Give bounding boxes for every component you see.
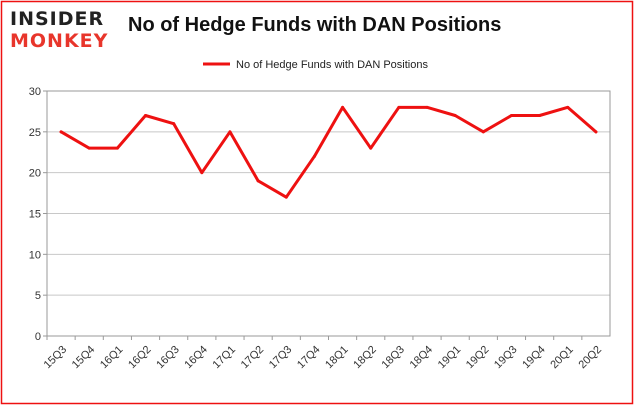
y-tick-label: 0 — [35, 331, 41, 343]
x-tick-label: 17Q1 — [211, 344, 239, 372]
data-point — [312, 154, 316, 158]
x-tick-label: 16Q1 — [98, 344, 126, 372]
x-tick-label: 18Q4 — [408, 344, 436, 372]
data-point — [425, 105, 429, 109]
data-point — [538, 114, 542, 117]
logo-line2: MONKEY — [10, 30, 109, 52]
y-tick-label: 15 — [29, 209, 41, 221]
data-point — [566, 105, 570, 109]
insider-monkey-logo: INSIDER MONKEY — [8, 6, 120, 56]
grid-lines — [47, 90, 610, 296]
y-tick-label: 25 — [29, 127, 41, 139]
data-point — [59, 130, 63, 134]
data-point — [594, 130, 598, 134]
data-point — [144, 114, 148, 117]
x-tick-label: 20Q1 — [548, 344, 576, 372]
x-tick-label: 17Q3 — [267, 344, 295, 372]
data-point — [397, 105, 401, 109]
data-point — [228, 130, 232, 134]
data-point — [341, 105, 345, 109]
y-tick-label: 30 — [29, 86, 41, 98]
x-tick-label: 15Q3 — [42, 344, 70, 372]
data-point — [87, 146, 91, 150]
chart-title: No of Hedge Funds with DAN Positions — [128, 14, 502, 36]
x-tick-label: 19Q4 — [520, 344, 548, 372]
data-point — [172, 122, 176, 126]
x-tick-label: 20Q2 — [577, 344, 605, 372]
x-tick-label: 16Q3 — [154, 344, 182, 372]
data-point — [284, 195, 288, 199]
x-tick-label: 19Q3 — [492, 344, 520, 372]
data-point — [200, 171, 204, 175]
x-axis-ticks: 15Q3 15Q4 16Q1 16Q2 16Q3 16Q4 17Q1 17Q2 17Q3 17Q4… — [42, 336, 604, 371]
y-tick-label: 20 — [29, 168, 41, 180]
x-tick-label: 17Q2 — [239, 344, 267, 372]
logo-line1: INSIDER — [10, 8, 105, 30]
data-point — [256, 179, 260, 183]
legend-label: No of Hedge Funds with DAN Positions — [236, 59, 428, 71]
data-point — [453, 114, 457, 117]
x-tick-label: 17Q4 — [295, 344, 323, 372]
series-group — [59, 105, 598, 199]
data-point — [115, 146, 119, 150]
x-tick-label: 18Q3 — [379, 344, 407, 372]
x-tick-label: 19Q1 — [436, 344, 464, 372]
x-tick-label: 16Q2 — [126, 344, 154, 372]
x-tick-label: 18Q1 — [323, 344, 351, 372]
data-point — [509, 114, 513, 117]
legend: No of Hedge Funds with DAN Positions — [203, 59, 428, 71]
data-point — [481, 130, 485, 134]
series-line — [59, 105, 598, 199]
x-tick-label: 16Q4 — [182, 344, 210, 372]
y-tick-label: 5 — [35, 290, 41, 302]
y-axis-ticks: 0 5 10 15 20 25 30 — [29, 86, 47, 343]
x-tick-label: 19Q2 — [464, 344, 492, 372]
x-tick-label: 18Q2 — [351, 344, 379, 372]
x-tick-label: 15Q4 — [70, 344, 98, 372]
data-point — [369, 146, 373, 150]
y-tick-label: 10 — [29, 249, 41, 261]
